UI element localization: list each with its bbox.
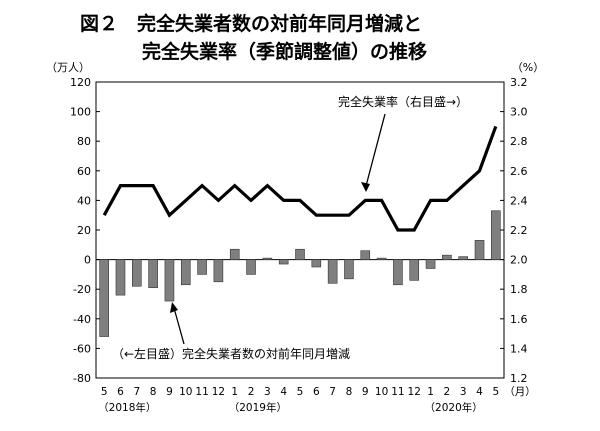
bar-16 (360, 250, 371, 260)
bar-1 (115, 259, 126, 296)
x-tick-label: 3 (264, 386, 271, 398)
bar-13 (311, 259, 322, 268)
left-tick-label: 120 (70, 76, 91, 89)
bar-21 (442, 254, 452, 260)
left-tick-label: 100 (70, 106, 91, 119)
bar-9 (246, 259, 256, 275)
bar-0 (99, 259, 109, 337)
right-axis-unit: （%） (512, 61, 544, 74)
left-tick-label: 40 (77, 194, 91, 207)
bar-5 (180, 259, 191, 286)
x-tick-label: 11 (195, 386, 208, 398)
x-tick-label: 4 (280, 386, 287, 398)
year-label: （2020年） (425, 401, 483, 414)
left-tick-label: -20 (73, 283, 91, 296)
right-tick-label: 1.2 (510, 372, 528, 385)
bar-11 (278, 259, 289, 265)
right-tick-label: 1.6 (510, 313, 528, 326)
bar-22 (458, 256, 468, 260)
x-tick-label: 4 (476, 386, 483, 398)
right-tick-label: 2.8 (510, 135, 528, 148)
x-tick-label: 12 (408, 386, 421, 398)
bar-8 (229, 248, 240, 260)
right-tick-label: 2.6 (510, 165, 528, 178)
x-tick-label: 9 (166, 386, 173, 398)
bar-3 (148, 259, 158, 289)
year-label: （2019年） (229, 401, 287, 414)
bar-4 (164, 259, 175, 302)
bar-23 (474, 240, 485, 260)
left-tick-label: 0 (84, 254, 91, 267)
x-tick-label: 12 (212, 386, 225, 398)
left-tick-label: -60 (73, 342, 91, 355)
bar-6 (197, 259, 207, 275)
chart-title-line1: 図２ 完全失業者数の対前年同月増減と (80, 12, 422, 35)
bar-24 (491, 210, 501, 260)
x-tick-label: 7 (329, 386, 336, 398)
x-tick-label: 8 (150, 386, 157, 398)
right-tick-label: 3.0 (510, 106, 528, 119)
x-tick-label: 8 (346, 386, 353, 398)
x-tick-label: 6 (313, 386, 320, 398)
left-axis-unit: （万人） (46, 61, 90, 74)
chart-title-line2: 完全失業率（季節調整値）の推移 (142, 40, 427, 63)
right-tick-label: 1.4 (510, 342, 528, 355)
left-tick-label: -80 (73, 372, 91, 385)
bar-12 (295, 248, 305, 260)
x-tick-label: 2 (444, 386, 451, 398)
bar-7 (213, 259, 224, 283)
right-tick-label: 1.8 (510, 283, 528, 296)
right-tick-label: 2.4 (510, 194, 528, 207)
x-tick-label: 2 (248, 386, 255, 398)
line-annotation-arrow (365, 113, 386, 187)
unemployment-rate-line (102, 125, 498, 232)
x-tick-label: 10 (375, 386, 388, 398)
x-tick-label: 5 (492, 386, 499, 398)
x-tick-label: 10 (179, 386, 192, 398)
left-tick-label: -40 (73, 313, 91, 326)
left-tick-label: 20 (77, 224, 91, 237)
bar-annotation-arrow (173, 307, 185, 345)
bar-15 (344, 259, 354, 280)
right-tick-label: 2.0 (510, 254, 528, 267)
left-tick-label: 80 (77, 135, 91, 148)
x-tick-label: 1 (427, 386, 434, 398)
left-tick-label: 60 (77, 165, 91, 178)
bar-20 (425, 259, 436, 269)
plot-frame (95, 81, 505, 379)
bar-annotation-arrowhead (170, 302, 178, 313)
x-tick-label: 9 (362, 386, 369, 398)
x-tick-label: 1 (231, 386, 238, 398)
year-label: （2018年） (98, 401, 156, 414)
bar-2 (132, 259, 142, 287)
line-series-annotation: 完全失業率（右目盛→） (338, 94, 468, 109)
bar-series-annotation: （←左目盛）完全失業者数の対前年同月増減 (112, 346, 350, 361)
x-tick-label: 5 (101, 386, 108, 398)
right-tick-label: 2.2 (510, 224, 528, 237)
bar-19 (409, 259, 420, 281)
x-tick-label: 5 (297, 386, 304, 398)
bar-14 (327, 259, 338, 284)
x-tick-label: 6 (117, 386, 124, 398)
bar-10 (262, 257, 273, 260)
x-tick-label: 11 (391, 386, 404, 398)
line-annotation-arrowhead (361, 182, 370, 192)
x-tick-label: 7 (133, 386, 140, 398)
x-tick-label: 3 (460, 386, 467, 398)
bar-17 (376, 257, 387, 260)
bar-18 (393, 259, 403, 286)
x-axis-unit: （月） (504, 386, 536, 398)
right-tick-label: 3.2 (510, 76, 528, 89)
